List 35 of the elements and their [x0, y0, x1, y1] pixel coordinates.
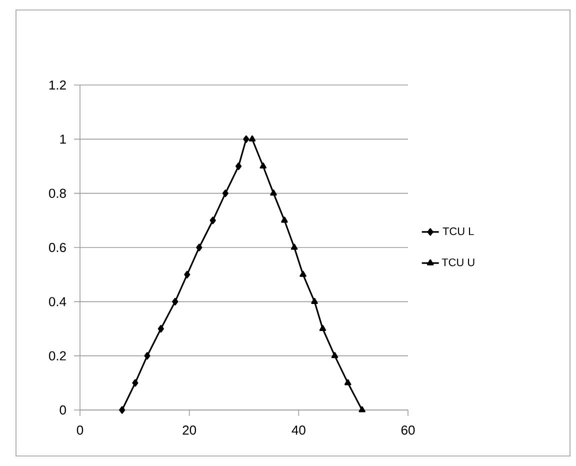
y-tick-label: 1 [60, 134, 66, 144]
point [222, 190, 228, 198]
y-tick-label: 0.8 [48, 188, 66, 198]
point [300, 270, 306, 277]
legend-label: TCU U [442, 258, 474, 266]
point [144, 352, 150, 360]
point [311, 298, 318, 304]
y-tick-label: 0.4 [48, 297, 66, 306]
point [331, 352, 338, 358]
point [260, 162, 267, 169]
point [319, 324, 326, 332]
point [358, 406, 366, 412]
point [196, 244, 202, 252]
x-tick-label: 60 [401, 426, 415, 435]
point [235, 162, 242, 170]
y-tick-label: 0.2 [48, 351, 66, 360]
y-tick-label: 0 [60, 405, 66, 415]
point [243, 135, 250, 143]
point [281, 216, 288, 223]
x-tick-label: 0 [76, 426, 84, 435]
x-tick-label: 40 [292, 426, 306, 435]
point [290, 244, 298, 250]
point [184, 270, 190, 278]
point [158, 324, 164, 333]
x-tick-label: 20 [182, 426, 196, 435]
point [132, 379, 138, 387]
point [344, 379, 352, 386]
y-tick-label: 0.6 [48, 242, 66, 252]
point [270, 190, 277, 196]
point [210, 216, 216, 224]
point [248, 135, 256, 142]
legend-label: TCU L [442, 227, 474, 236]
point [119, 406, 126, 414]
y-tick-label: 1.2 [49, 80, 66, 90]
point [172, 298, 178, 306]
